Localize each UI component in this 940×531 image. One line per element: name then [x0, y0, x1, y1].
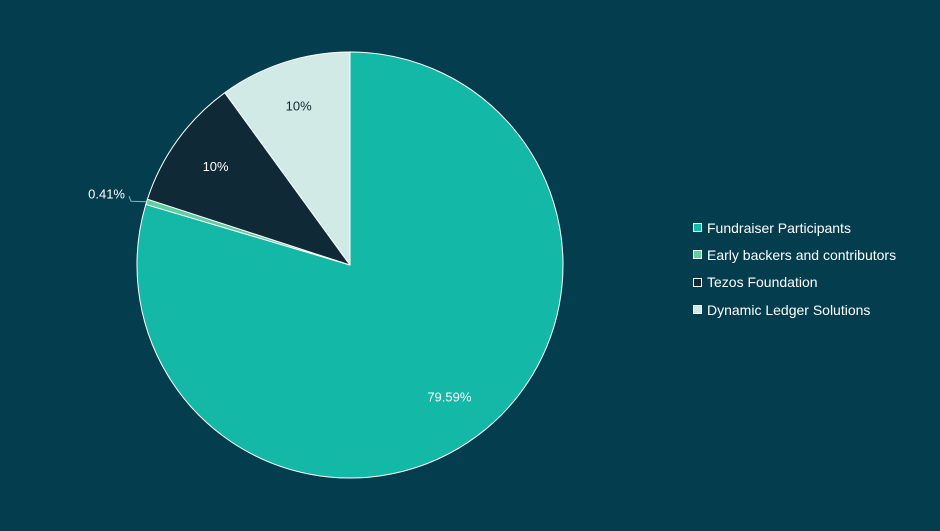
data-label-fundraiser-participants: 79.59%	[427, 390, 472, 405]
pie-slice-dynamic-ledger-solutions[interactable]	[224, 51, 351, 266]
legend-label: Fundraiser Participants	[707, 219, 851, 236]
legend-label: Tezos Foundation	[707, 274, 818, 291]
legend-item-early-backers[interactable]: Early backers and contributors	[693, 241, 896, 268]
legend-swatch	[693, 223, 702, 233]
pie-slice-tezos-foundation[interactable]	[146, 92, 351, 266]
legend-swatch	[693, 250, 702, 260]
pie-slices	[136, 51, 564, 479]
data-label-dynamic-ledger-solutions: 10%	[286, 98, 312, 113]
legend: Fundraiser Participants Early backers an…	[693, 214, 896, 323]
leader-lines	[128, 196, 147, 203]
data-labels: 79.59% 0.41% 10% 10%	[88, 98, 472, 404]
legend-item-dynamic-ledger-solutions[interactable]: Dynamic Ledger Solutions	[693, 296, 896, 323]
legend-label: Dynamic Ledger Solutions	[707, 301, 871, 318]
data-label-early-backers-and-contributors: 0.41%	[88, 187, 125, 202]
legend-item-fundraiser-participants[interactable]: Fundraiser Participants	[693, 214, 896, 241]
leader-line-early-backers-and-contributors	[128, 196, 147, 203]
legend-label: Early backers and contributors	[707, 246, 897, 263]
legend-swatch	[693, 277, 702, 287]
pie-slice-fundraiser-participants[interactable]	[136, 51, 564, 479]
legend-item-tezos-foundation[interactable]: Tezos Foundation	[693, 269, 896, 296]
legend-swatch	[693, 305, 702, 315]
data-label-tezos-foundation: 10%	[203, 159, 229, 174]
